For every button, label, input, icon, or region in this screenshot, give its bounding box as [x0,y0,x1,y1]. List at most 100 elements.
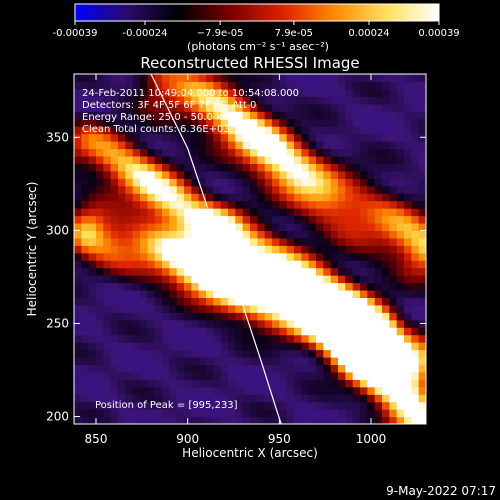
heatmap-cell [125,379,134,388]
heatmap-cell [330,409,339,418]
heatmap-cell [147,386,156,395]
heatmap-cell [338,148,346,157]
heatmap-cell [264,237,273,246]
heatmap-cell [308,208,317,217]
heatmap-cell [184,88,192,97]
heatmap-cell [360,88,368,97]
heatmap-cell [235,88,244,97]
heatmap-cell [242,356,251,366]
heatmap-cell [330,208,339,217]
heatmap-cell [242,81,251,90]
heatmap-cell [147,111,156,120]
heatmap-cell [264,208,273,217]
heatmap-cell [301,155,310,164]
heatmap-cell [272,170,280,179]
heatmap-cell [74,409,82,418]
heatmap-cell [286,394,295,403]
heatmap-cell [308,111,317,120]
heatmap-cell [352,170,361,179]
heatmap-cell [308,230,317,239]
heatmap-cell [396,349,405,358]
x-tick-label: 900 [176,432,199,446]
heatmap-cell [396,312,405,321]
heatmap-cell [147,289,156,299]
heatmap-cell [140,111,148,120]
heatmap-cell [220,401,229,410]
heatmap-cell [206,386,214,395]
heatmap-cell [279,178,288,187]
heatmap-cell [360,170,368,179]
heatmap-cell [220,267,229,276]
heatmap-cell [81,163,90,172]
heatmap-cell [279,163,288,172]
heatmap-cell [154,297,163,306]
heatmap-cell [132,356,141,366]
heatmap-cell [279,304,288,313]
heatmap-cell [345,81,354,90]
heatmap-cell [118,319,126,328]
heatmap-cell [286,193,295,202]
heatmap-cell [103,222,112,231]
heatmap-cell [389,386,398,395]
heatmap-cell [140,237,148,246]
heatmap-cell [360,163,368,172]
heatmap-cell [220,349,229,358]
heatmap-cell [360,148,368,157]
heatmap-cell [96,267,104,276]
heatmap-cell [404,74,412,83]
heatmap-cell [154,356,163,366]
heatmap-cell [110,252,119,261]
heatmap-cell [374,327,383,336]
heatmap-cell [242,200,251,209]
heatmap-cell [411,170,420,179]
heatmap-cell [176,111,185,120]
heatmap-cell [286,222,295,231]
heatmap-cell [411,155,420,164]
heatmap-cell [360,126,368,135]
heatmap-cell [389,200,398,209]
heatmap-cell [404,267,412,276]
heatmap-cell [125,342,134,351]
heatmap-cell [125,260,134,269]
heatmap-cell [294,222,302,231]
heatmap-cell [96,185,104,194]
heatmap-cell [220,386,229,395]
heatmap-cell [367,349,376,358]
heatmap-cell [191,81,200,90]
heatmap-cell [140,260,148,269]
heatmap-cell [345,304,354,313]
heatmap-cell [191,319,200,328]
heatmap-cell [132,215,141,224]
heatmap-cell [96,178,104,187]
heatmap-cell [264,126,273,135]
heatmap-cell [316,237,324,246]
heatmap-cell [345,260,354,269]
heatmap-cell [103,297,112,306]
heatmap-cell [418,200,426,209]
heatmap-cell [169,401,178,410]
heatmap-cell [140,222,148,231]
heatmap-cell [286,245,295,254]
colorbar-tick-label: 0.00039 [418,28,459,39]
heatmap-cell [338,289,346,299]
heatmap-cell [323,170,332,179]
heatmap-cell [396,193,405,202]
heatmap-cell [374,148,383,157]
heatmap-cell [184,148,192,157]
heatmap-cell [352,356,361,366]
heatmap-cell [154,141,163,150]
heatmap-cell [103,371,112,380]
heatmap-cell [257,178,266,187]
heatmap-cell [404,260,412,269]
heatmap-cell [191,267,200,276]
heatmap-cell [404,237,412,246]
heatmap-cell [220,155,229,164]
heatmap-cell [140,185,148,194]
heatmap-cell [132,371,141,380]
heatmap-cell [228,81,236,90]
heatmap-cell [162,74,170,83]
heatmap-cell [74,289,82,299]
heatmap-cell [411,267,420,276]
heatmap-cell [411,178,420,187]
heatmap-cell [110,356,119,366]
